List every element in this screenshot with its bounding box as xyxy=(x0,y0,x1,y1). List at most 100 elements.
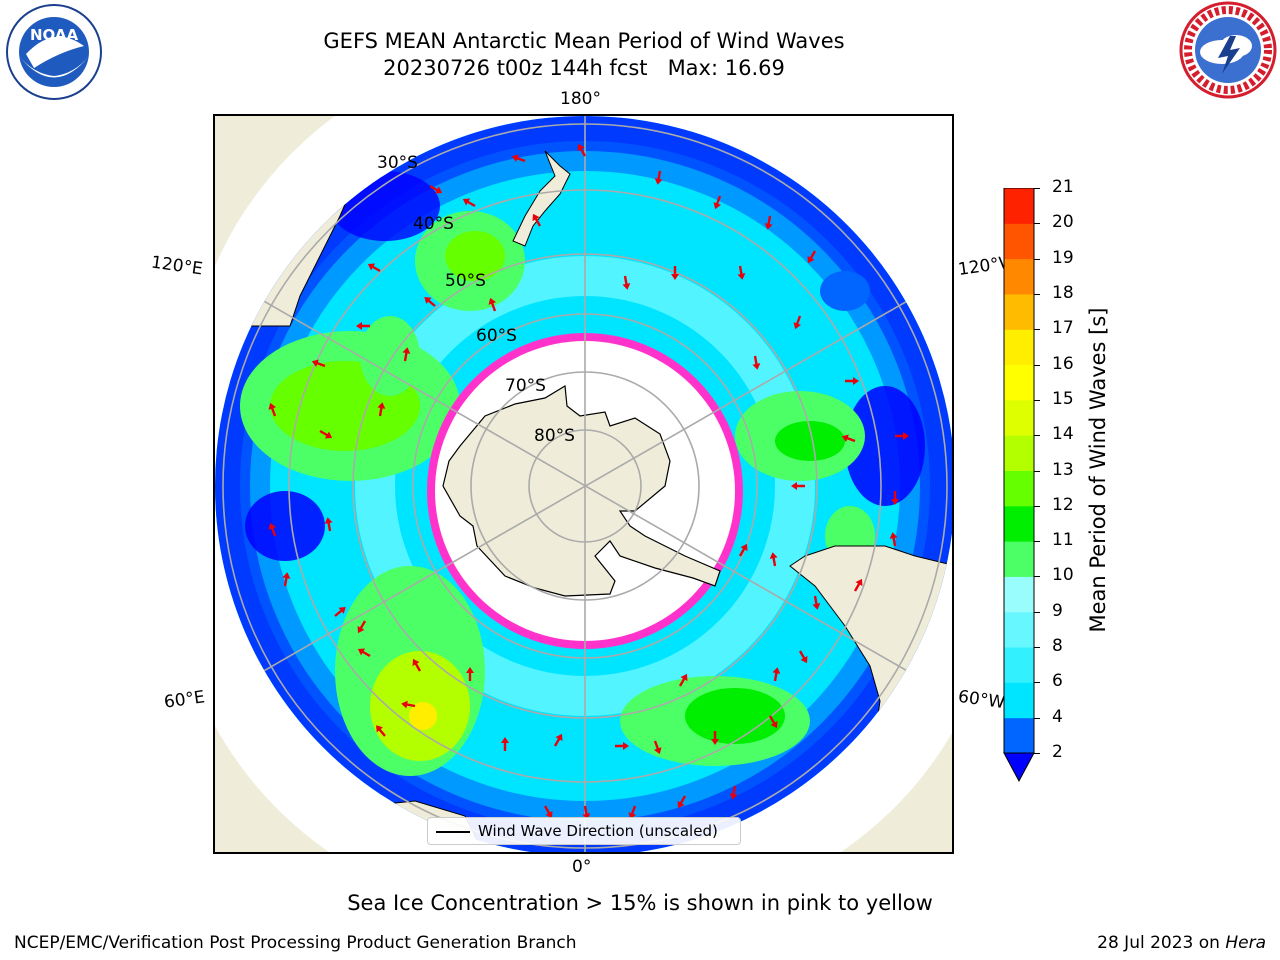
colorbar-segment xyxy=(1004,223,1034,260)
footer-credit: NCEP/EMC/Verification Post Processing Pr… xyxy=(14,933,577,953)
map-legend: Wind Wave Direction (unscaled) xyxy=(427,817,741,845)
map-panel: 30°S 40°S 50°S 60°S 70°S 80°S xyxy=(213,114,954,854)
lat-label-70s: 70°S xyxy=(505,376,546,396)
wind-wave-arrow xyxy=(268,522,277,537)
colorbar-tick-label: 11 xyxy=(1052,530,1074,551)
wind-wave-arrow xyxy=(532,213,542,227)
wind-wave-arrow xyxy=(319,429,333,439)
colorbar-tick-label: 4 xyxy=(1052,706,1063,727)
wind-wave-arrow xyxy=(367,263,381,273)
map-svg xyxy=(215,116,952,852)
wind-wave-arrow xyxy=(424,297,436,307)
colorbar-tick xyxy=(1034,188,1040,189)
lon-label-120e: 120°E xyxy=(149,252,204,280)
wind-wave-arrow xyxy=(488,297,497,312)
wind-wave-arrow xyxy=(752,355,761,370)
wind-wave-arrow xyxy=(582,805,591,820)
wind-wave-arrow xyxy=(376,725,386,737)
colorbar-segment xyxy=(1004,329,1034,366)
wind-wave-arrow xyxy=(793,315,802,330)
wind-wave-arrow xyxy=(577,143,587,157)
colorbar-tick-label: 19 xyxy=(1052,247,1074,268)
colorbar-tick-label: 21 xyxy=(1052,177,1074,197)
wind-wave-arrow xyxy=(798,650,808,664)
colorbar-segment xyxy=(1004,682,1034,719)
wind-wave-arrow xyxy=(334,607,346,617)
colorbar-extend-triangle xyxy=(1003,752,1035,783)
colorbar-tick xyxy=(1034,611,1040,613)
colorbar xyxy=(1003,187,1035,783)
wind-wave-arrow xyxy=(791,482,805,490)
colorbar-segment xyxy=(1004,576,1034,613)
wind-wave-arrow xyxy=(553,733,563,747)
colorbar-tick-label: 12 xyxy=(1052,494,1074,515)
colorbar-tick xyxy=(1034,576,1040,578)
wind-wave-arrow xyxy=(671,266,679,280)
colorbar-tick-label: 17 xyxy=(1052,318,1074,339)
graticule xyxy=(215,116,952,852)
colorbar-segment xyxy=(1004,435,1034,471)
wind-wave-arrow xyxy=(654,170,663,185)
wind-wave-arrow xyxy=(402,347,411,362)
wind-wave-arrow xyxy=(738,543,748,557)
colorbar-tick xyxy=(1034,505,1040,507)
colorbar-tick xyxy=(1034,435,1040,437)
wind-wave-arrow xyxy=(853,578,863,592)
colorbar-tick xyxy=(1034,258,1040,260)
wind-wave-arrow xyxy=(729,785,738,800)
wind-wave-arrow xyxy=(462,198,476,208)
wind-wave-arrow xyxy=(895,432,909,440)
colorbar-tick xyxy=(1034,364,1040,366)
wind-wave-arrow xyxy=(466,667,474,681)
colorbar-tick xyxy=(1034,223,1040,225)
wind-wave-arrow xyxy=(653,740,662,755)
wind-wave-arrow xyxy=(268,402,277,417)
wind-wave-arrow xyxy=(764,215,773,230)
colorbar-segment xyxy=(1004,611,1034,648)
colorbar-segment xyxy=(1004,647,1034,683)
wind-wave-arrow xyxy=(511,154,526,163)
noaa-logo-text: NOAA xyxy=(30,26,79,44)
colorbar-segment xyxy=(1004,293,1034,330)
wind-wave-arrow xyxy=(628,805,637,820)
footer-date-text: 28 Jul 2023 on xyxy=(1097,933,1226,953)
footer-host: Hera xyxy=(1225,933,1266,953)
wind-wave-arrow xyxy=(889,532,898,547)
colorbar-segment xyxy=(1004,541,1034,577)
wind-wave-arrow xyxy=(845,377,859,385)
lon-label-60e: 60°E xyxy=(162,687,207,713)
wind-wave-arrow xyxy=(807,250,817,264)
wind-wave-arrow xyxy=(677,795,687,809)
wind-wave-arrow xyxy=(356,322,370,330)
lat-label-80s: 80°S xyxy=(534,426,575,446)
lat-label-50s: 50°S xyxy=(445,271,486,291)
colorbar-tick-label: 15 xyxy=(1052,388,1074,409)
colorbar-segment xyxy=(1004,470,1034,507)
wind-wave-arrow xyxy=(841,434,856,443)
colorbar-segment xyxy=(1004,258,1034,295)
lon-label-180: 180° xyxy=(560,89,601,109)
nws-logo xyxy=(1178,0,1278,100)
wind-wave-arrow xyxy=(678,673,688,687)
wind-wave-arrow xyxy=(768,715,778,729)
wind-wave-arrow xyxy=(377,402,386,417)
colorbar-label: Mean Period of Wind Waves [s] xyxy=(1086,307,1110,633)
colorbar-tick xyxy=(1034,470,1040,472)
lat-label-60s: 60°S xyxy=(476,326,517,346)
wind-wave-arrow xyxy=(357,648,371,658)
wind-wave-arrow xyxy=(324,517,333,532)
colorbar-tick xyxy=(1034,647,1040,649)
wind-wave-arrow xyxy=(891,491,899,505)
sea-ice-caption: Sea Ice Concentration > 15% is shown in … xyxy=(347,891,933,915)
wind-wave-arrow xyxy=(311,359,326,368)
colorbar-tick-label: 10 xyxy=(1052,565,1074,586)
wind-wave-arrow xyxy=(501,737,509,751)
wind-wave-arrow xyxy=(357,620,367,634)
wind-wave-arrow xyxy=(282,572,291,587)
colorbar-tick-label: 20 xyxy=(1052,212,1074,233)
colorbar-segment xyxy=(1004,505,1034,542)
legend-line-swatch xyxy=(436,831,470,833)
antarctica-landmass xyxy=(442,384,721,597)
colorbar-tick xyxy=(1034,329,1040,331)
colorbar-tick xyxy=(1034,293,1040,295)
